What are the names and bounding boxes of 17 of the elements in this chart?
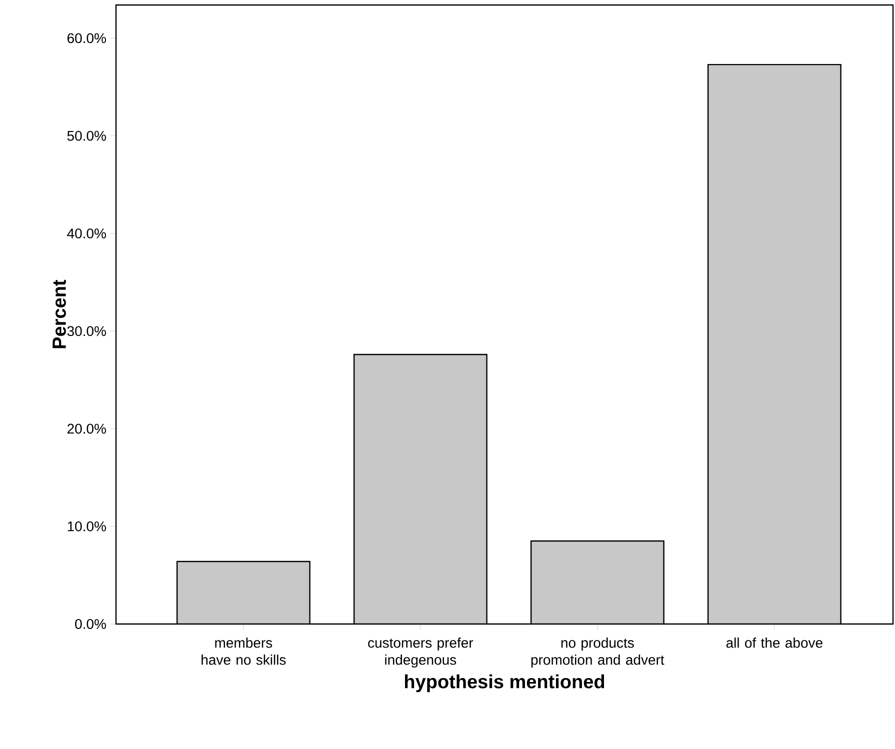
x-tick-label: all of the above: [726, 638, 822, 648]
bar: [353, 354, 488, 624]
y-tick-label: 10.0%: [68, 521, 106, 532]
y-tick-label: 20.0%: [67, 424, 106, 434]
y-axis-title: Percent: [52, 280, 66, 348]
bar: [707, 64, 842, 624]
y-tick-label: 30.0%: [67, 326, 106, 336]
x-tick-label: customers prefer indegenous: [368, 638, 474, 668]
x-tick-label: no products promotion and advert: [531, 638, 664, 668]
y-tick-label: 0.0%: [75, 619, 106, 629]
y-tick-label: 50.0%: [67, 130, 106, 141]
y-tick-label: 60.0%: [68, 33, 106, 44]
x-axis-title: hypothesis mentioned: [405, 674, 604, 692]
bar: [177, 562, 310, 624]
y-tick-label: 40.0%: [67, 228, 106, 238]
bar: [530, 540, 664, 624]
x-tick-label: members have no skills: [202, 638, 286, 665]
